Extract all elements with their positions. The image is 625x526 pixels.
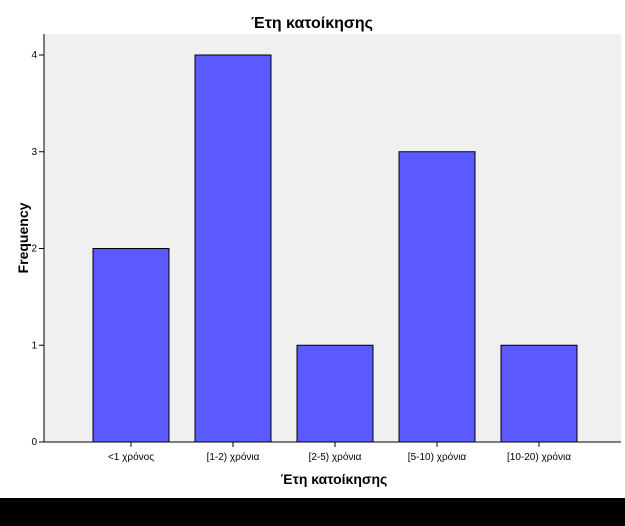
bar-4	[398, 151, 476, 443]
y-tick-label-2: 2	[31, 244, 37, 255]
x-tick-label-5: [10-20) χρόνια	[507, 451, 571, 463]
footer-band	[0, 498, 625, 526]
x-tick-label-2: [1-2) χρόνια	[207, 451, 260, 463]
bar-1	[92, 248, 170, 443]
bar-3	[296, 344, 374, 443]
bar-5	[500, 344, 578, 443]
bars-layer	[92, 54, 578, 443]
y-tick-label-4: 4	[31, 50, 37, 61]
y-tick-label-0: 0	[31, 437, 37, 448]
y-axis-title: Frequency	[15, 202, 31, 273]
y-tick-label-1: 1	[31, 340, 37, 351]
x-axis-title: Έτη κατοίκησης	[281, 471, 388, 487]
chart-title: Έτη κατοίκησης	[251, 15, 373, 32]
y-tick-label-3: 3	[31, 147, 37, 158]
bar-2	[194, 54, 272, 443]
x-tick-label-1: <1 χρόνος	[108, 451, 154, 463]
ticks-layer: <1 χρόνος [1-2) χρόνια [2-5) χρόνια [5-10) …	[31, 50, 571, 463]
x-tick-label-4: [5-10) χρόνια	[408, 451, 467, 463]
x-tick-label-3: [2-5) χρόνια	[309, 451, 362, 463]
